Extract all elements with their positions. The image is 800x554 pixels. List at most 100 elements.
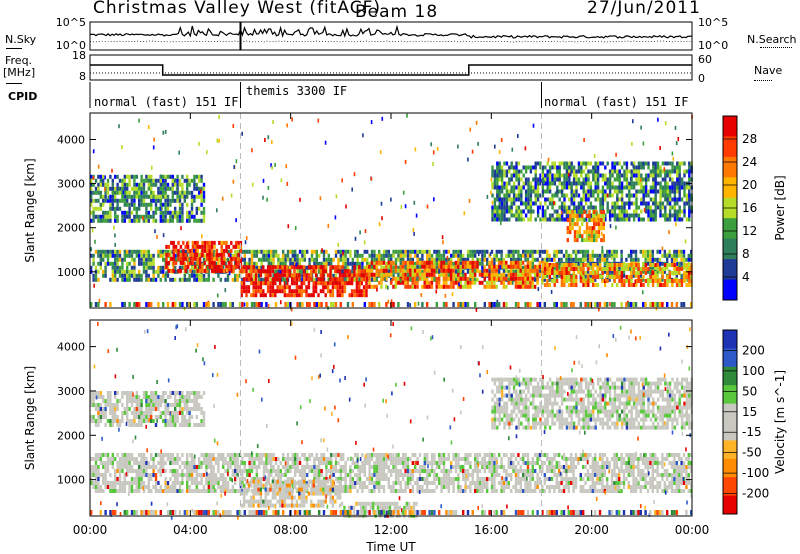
data-cell [195, 465, 198, 469]
data-cell [121, 257, 124, 262]
data-cell [133, 261, 136, 266]
data-cell [544, 177, 547, 182]
data-cell [121, 481, 124, 485]
data-cell [195, 182, 198, 187]
data-cell [620, 205, 624, 210]
data-cell [517, 161, 521, 166]
data-cell [471, 249, 474, 254]
data-cell [567, 253, 570, 258]
data-cell [589, 257, 592, 262]
scatter-cell [675, 222, 677, 227]
data-cell [254, 281, 258, 286]
data-cell [478, 249, 482, 254]
data-cell [632, 169, 636, 174]
data-cell [563, 279, 566, 283]
data-cell [671, 205, 674, 210]
data-cell [358, 285, 361, 290]
data-cell [512, 193, 516, 198]
data-cell [207, 269, 210, 274]
data-cell [581, 214, 584, 219]
data-cell [593, 222, 596, 227]
data-cell [152, 465, 155, 469]
data-cell [541, 165, 545, 170]
data-cell [259, 273, 263, 278]
data-cell [116, 174, 119, 179]
data-cell [246, 473, 249, 477]
data-cell [264, 293, 267, 298]
data-cell [671, 165, 674, 170]
data-cell [341, 285, 344, 290]
data-cell [200, 202, 203, 207]
scatter-cell [200, 189, 202, 194]
data-cell [566, 210, 569, 215]
data-cell [307, 281, 311, 286]
scatter-cell [345, 204, 347, 209]
data-cell [142, 485, 146, 489]
data-cell [601, 273, 604, 278]
ground-cell [661, 302, 664, 307]
data-cell [306, 269, 309, 274]
ground-cell [320, 302, 323, 307]
data-cell [106, 257, 110, 262]
data-cell [572, 201, 576, 206]
scatter-cell [446, 255, 449, 260]
data-cell [164, 182, 167, 187]
data-cell [198, 273, 201, 278]
data-cell [111, 186, 114, 191]
data-cell [232, 264, 235, 269]
data-cell [430, 253, 434, 258]
data-cell [654, 173, 657, 178]
data-cell [142, 186, 146, 191]
data-cell [522, 201, 525, 206]
data-cell [97, 186, 100, 191]
data-cell [176, 453, 179, 457]
data-cell [428, 249, 431, 254]
data-cell [613, 257, 616, 262]
data-cell [543, 249, 546, 254]
data-cell [186, 457, 189, 461]
data-cell [164, 198, 167, 203]
ground-cell [459, 302, 462, 307]
data-cell [231, 453, 234, 457]
data-cell [300, 289, 303, 294]
data-cell [262, 465, 266, 469]
data-cell [608, 213, 612, 218]
data-cell [231, 489, 234, 493]
data-cell [253, 261, 256, 266]
data-cell [615, 271, 619, 275]
data-cell [250, 269, 253, 274]
data-cell [171, 182, 174, 187]
data-cell [99, 461, 102, 465]
data-cell [237, 252, 240, 257]
data-cell [616, 193, 619, 198]
data-cell [430, 260, 434, 265]
data-cell [170, 268, 173, 273]
data-cell [362, 277, 366, 282]
data-cell [147, 261, 150, 266]
data-cell [553, 283, 556, 287]
ground-cell [517, 302, 520, 307]
data-cell [570, 197, 573, 202]
data-cell [313, 249, 316, 254]
data-cell [250, 253, 254, 258]
scatter-cell [111, 168, 113, 173]
data-cell [515, 197, 518, 202]
data-cell [615, 249, 618, 254]
data-cell [546, 257, 549, 262]
ytick-label: 2000 [57, 222, 85, 235]
data-cell [262, 469, 266, 473]
data-cell [346, 273, 349, 278]
data-cell [551, 177, 554, 182]
data-cell [265, 257, 268, 262]
data-cell [212, 465, 215, 469]
data-cell [380, 265, 383, 270]
data-cell [288, 285, 291, 290]
scatter-cell [500, 138, 503, 143]
ground-cell [493, 302, 496, 307]
data-cell [524, 253, 527, 258]
data-cell [133, 265, 136, 270]
scatter-cell [94, 239, 96, 244]
data-cell [416, 265, 419, 270]
data-cell [193, 277, 196, 282]
data-cell [673, 217, 677, 222]
